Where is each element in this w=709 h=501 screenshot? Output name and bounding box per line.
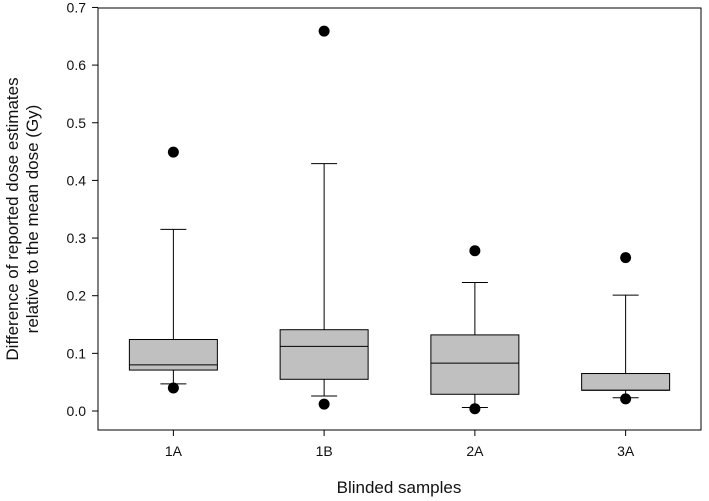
x-tick-label: 1A [165, 443, 183, 459]
y-tick-label: 0.3 [67, 230, 87, 246]
x-tick-label: 3A [617, 443, 635, 459]
outlier-point [620, 393, 632, 405]
outlier-point [469, 245, 481, 257]
x-tick-label: 2A [466, 443, 484, 459]
box-iqr [430, 334, 520, 395]
y-tick-label: 0.1 [67, 345, 87, 361]
outlier-point [167, 382, 179, 394]
x-axis: 1A 1B 2A 3A [165, 430, 635, 459]
outlier-point [318, 25, 330, 37]
y-axis-title: Difference of reported dose estimates re… [3, 77, 42, 360]
box-iqr [128, 339, 218, 371]
y-tick-label: 0.2 [67, 288, 87, 304]
outlier-point [318, 398, 330, 410]
y-tick-label: 0.5 [67, 115, 87, 131]
box-2A [430, 245, 520, 415]
box-3A [581, 252, 671, 405]
box-iqr [279, 329, 369, 380]
box-1A [128, 146, 218, 394]
y-axis: 0.0 0.1 0.2 0.3 0.4 0.5 0.6 0.7 [67, 0, 98, 419]
outlier-point [469, 403, 481, 415]
plot-area-frame [97, 7, 702, 431]
y-axis-title-line-2: relative to the mean dose (Gy) [23, 105, 42, 334]
y-tick-label: 0.4 [67, 172, 87, 188]
x-axis-title: Blinded samples [337, 478, 462, 497]
x-tick-label: 1B [316, 443, 333, 459]
outlier-point [620, 252, 632, 264]
y-axis-title-line-1: Difference of reported dose estimates [3, 77, 22, 360]
outlier-point [167, 146, 179, 158]
box-iqr [581, 373, 671, 391]
y-tick-label: 0.7 [67, 0, 87, 15]
box-1B [279, 25, 369, 410]
y-tick-label: 0.0 [67, 403, 87, 419]
y-tick-label: 0.6 [67, 57, 87, 73]
boxes-layer [128, 25, 671, 415]
